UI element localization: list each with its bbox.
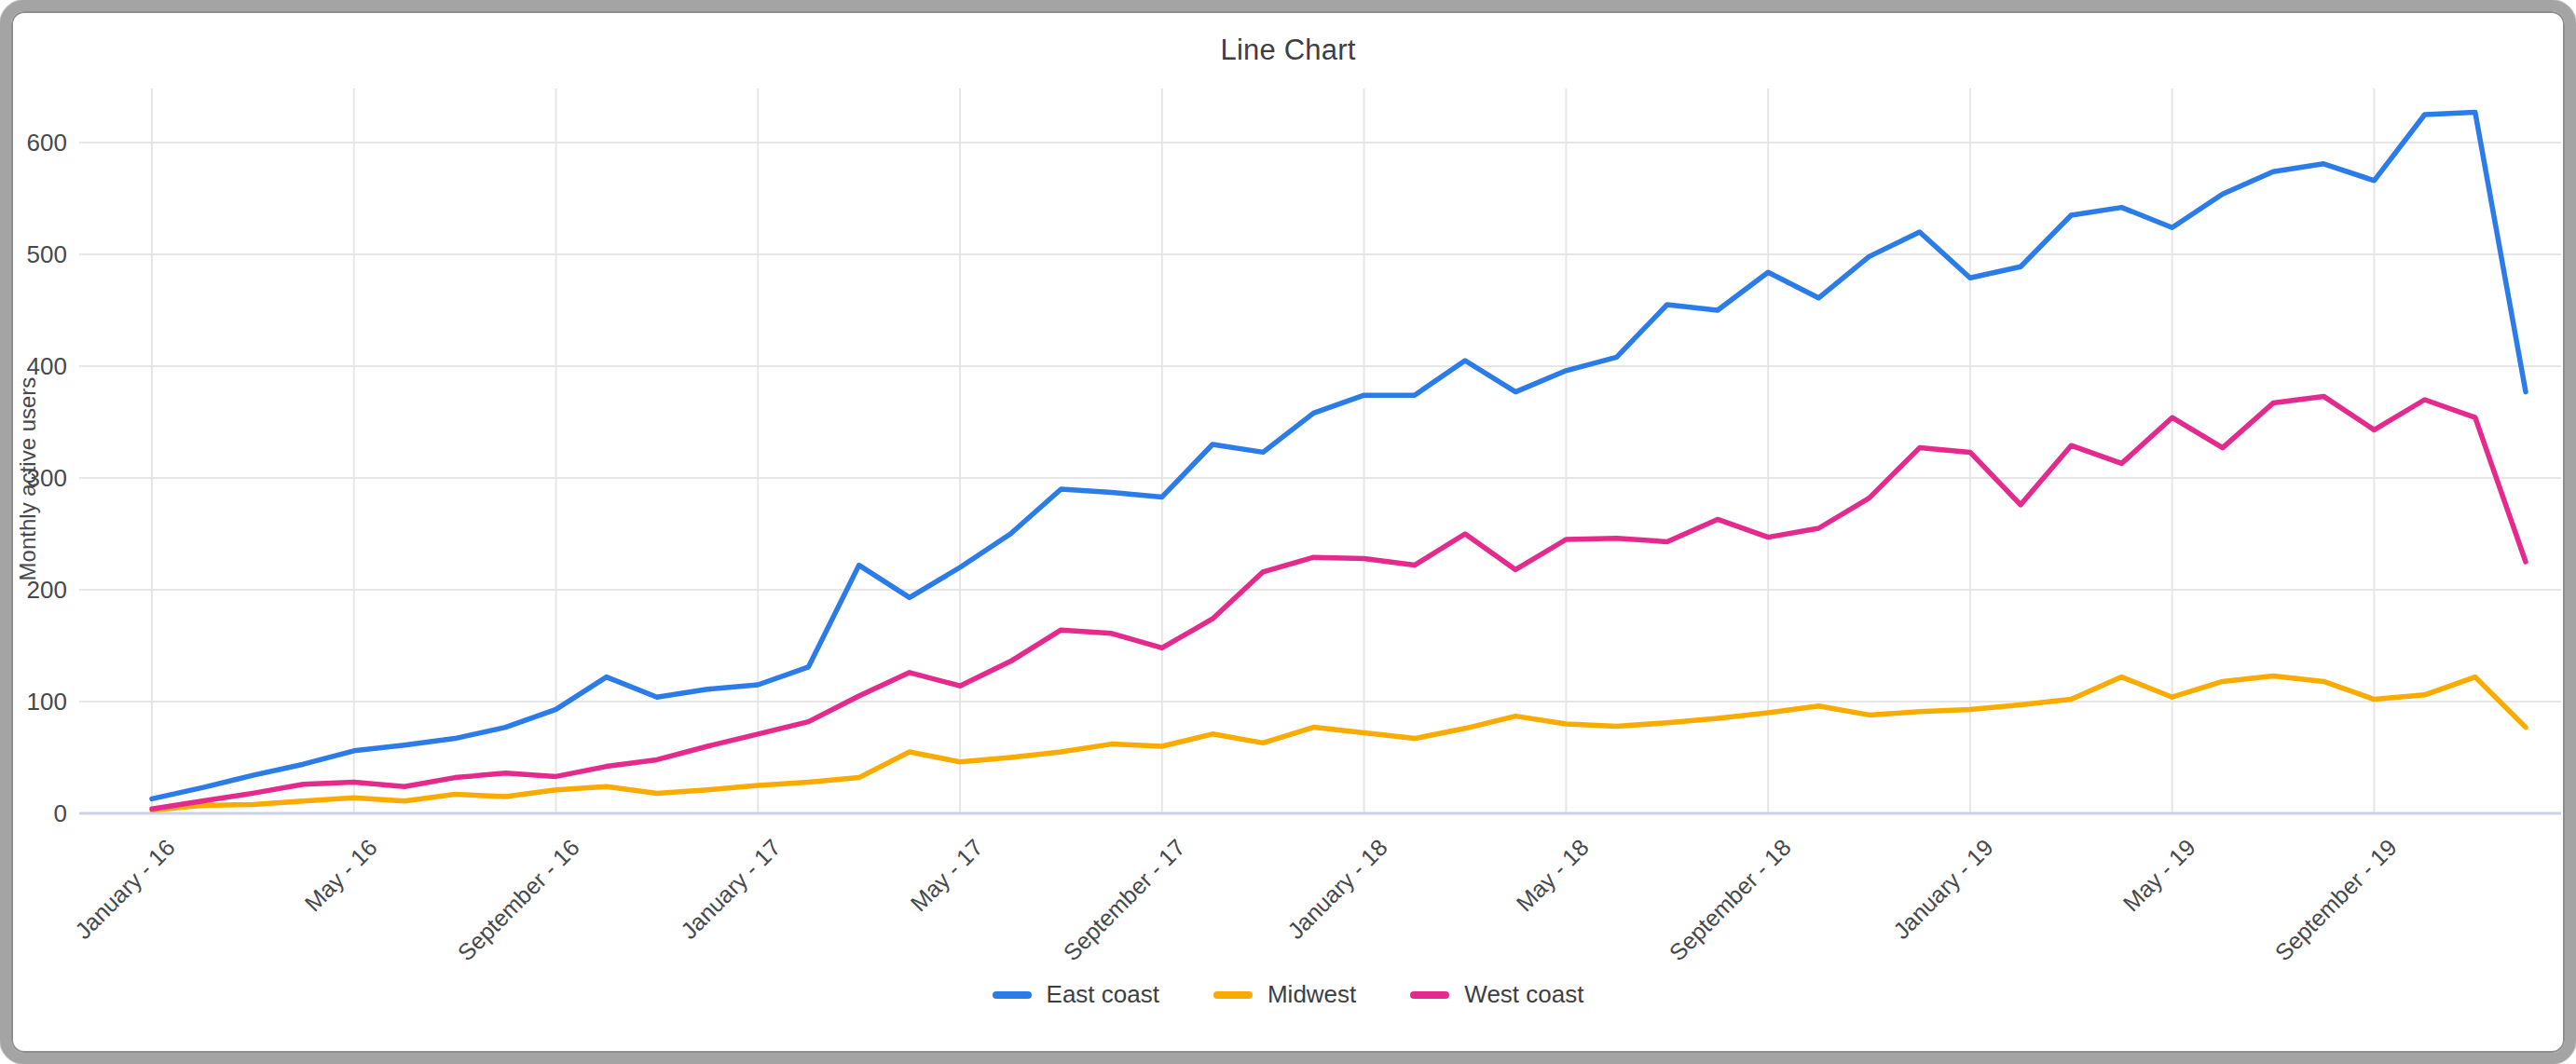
- y-tick-label: 600: [0, 129, 67, 157]
- legend-swatch: [1213, 991, 1253, 999]
- y-tick-label: 400: [0, 352, 67, 381]
- line-chart-plot[interactable]: [0, 0, 2576, 1064]
- y-tick-label: 200: [0, 576, 67, 605]
- y-tick-label: 300: [0, 464, 67, 493]
- legend-item-midwest[interactable]: Midwest: [1213, 980, 1356, 1009]
- legend-label: Midwest: [1267, 980, 1356, 1009]
- y-tick-label: 500: [0, 240, 67, 269]
- series-line-midwest[interactable]: [152, 675, 2526, 810]
- series-line-west-coast[interactable]: [152, 396, 2526, 809]
- y-tick-label: 0: [0, 799, 67, 828]
- legend-item-west-coast[interactable]: West coast: [1410, 980, 1583, 1009]
- legend-item-east-coast[interactable]: East coast: [993, 980, 1159, 1009]
- chart-legend: East coast Midwest West coast: [0, 980, 2576, 1009]
- legend-swatch: [1410, 991, 1449, 999]
- legend-label: West coast: [1464, 980, 1583, 1009]
- legend-swatch: [993, 991, 1032, 999]
- legend-label: East coast: [1047, 980, 1159, 1009]
- y-tick-label: 100: [0, 688, 67, 716]
